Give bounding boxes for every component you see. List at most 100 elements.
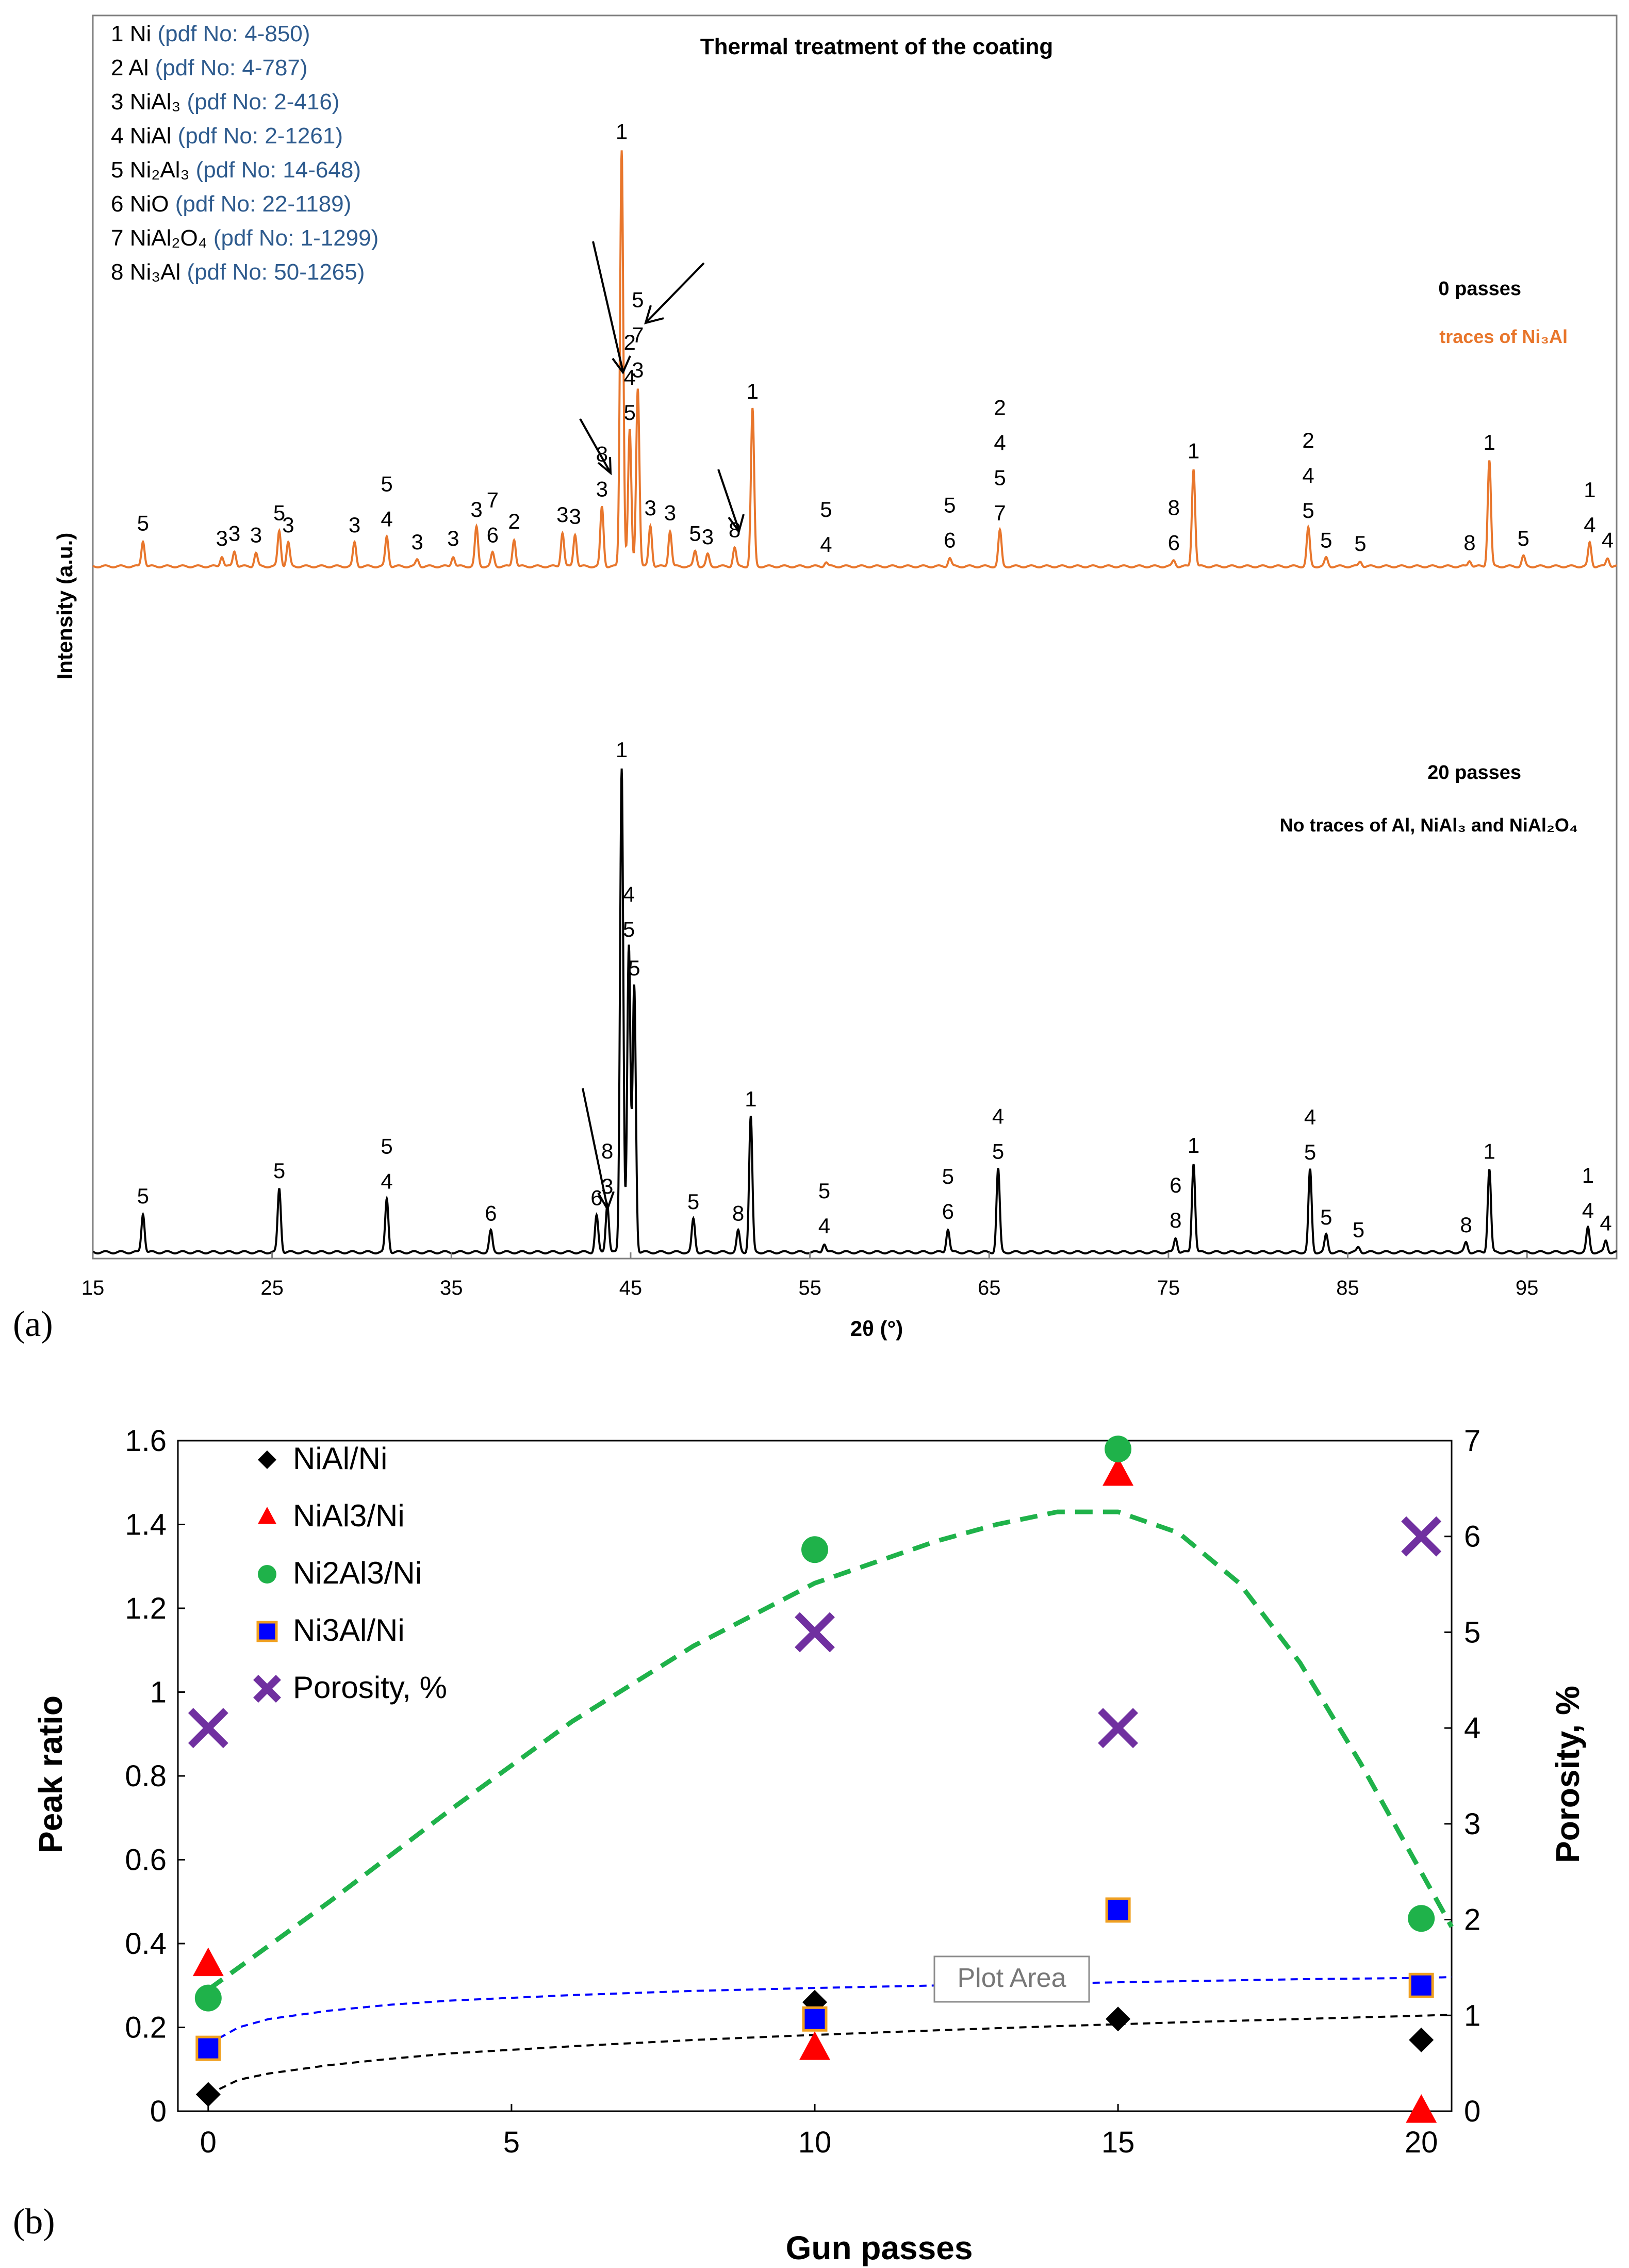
y-tick-label: 0.6 bbox=[125, 1843, 167, 1877]
peak-label-line: 4 bbox=[820, 532, 832, 557]
y2-tick-label: 2 bbox=[1464, 1903, 1480, 1937]
peak-label-line: 5 bbox=[1354, 531, 1366, 556]
x-tick-label: 20 bbox=[1405, 2126, 1438, 2159]
peak-label-line: 3 bbox=[228, 521, 240, 545]
peak-label-line: 3 bbox=[447, 526, 459, 550]
arrow-83-top-head bbox=[597, 456, 612, 476]
peak-label-line: 3 bbox=[556, 502, 568, 527]
data-point-triangle bbox=[1103, 1457, 1134, 1486]
data-point-square bbox=[1105, 1897, 1131, 1923]
peak-label: 3 bbox=[412, 530, 423, 554]
phase-legend: 1 Ni (pdf No: 4-850) 2 Al (pdf No: 4-787)… bbox=[111, 21, 379, 285]
pattern-20-note: No traces of Al, NiAl₃ and NiAl₂O₄ bbox=[1279, 814, 1578, 836]
peak-label-line: 4 bbox=[1582, 1198, 1594, 1222]
x-tick-label: 15 bbox=[1101, 2126, 1135, 2159]
peak-label-line: 5 bbox=[273, 1159, 285, 1183]
peak-label-line: 8 bbox=[1170, 1208, 1181, 1232]
data-point-triangle bbox=[1406, 2094, 1437, 2123]
peak-label: 5 bbox=[1353, 1218, 1364, 1242]
peak-label-line: 5 bbox=[137, 1184, 149, 1208]
peak-label-line: 5 bbox=[994, 466, 1006, 490]
peak-label-line: 6 bbox=[1168, 531, 1180, 555]
peak-label: 3 bbox=[702, 525, 714, 549]
peak-label-line: 6 bbox=[942, 1199, 954, 1223]
x-tick-label: 5 bbox=[503, 2126, 520, 2159]
peak-label: 5 bbox=[273, 1159, 285, 1183]
phase-legend-item: 7 NiAl₂O₄ (pdf No: 1-1299) bbox=[111, 225, 379, 251]
scatter-legend: NiAl/Ni NiAl3/Ni Ni2Al3/Ni Ni3Al/Ni Porosity… bbox=[253, 1441, 447, 1705]
xrd-title: Thermal treatment of the coating bbox=[700, 34, 1054, 59]
peak-label-line: 1 bbox=[745, 1087, 756, 1111]
scatter-legend-label: Ni2Al3/Ni bbox=[293, 1556, 422, 1590]
peak-label-line: 3 bbox=[664, 501, 676, 525]
scatter-y2-axis-title: Porosity, % bbox=[1549, 1686, 1586, 1863]
peak-label: 5 7 3 bbox=[632, 288, 644, 382]
xrd-plot-frame bbox=[92, 14, 1618, 1260]
scatter-legend-item: Ni2Al3/Ni bbox=[258, 1556, 422, 1590]
panel-b-label: (b) bbox=[13, 2202, 55, 2242]
phase-legend-item: 5 Ni₂Al₃ (pdf No: 14-648) bbox=[111, 157, 361, 183]
peak-label-line: 1 bbox=[1484, 1139, 1495, 1163]
peak-label: 1 bbox=[616, 738, 628, 762]
arrow-83-bottom bbox=[582, 1088, 608, 1209]
peak-label-line: 8 bbox=[1168, 496, 1180, 520]
y2-tick-label: 1 bbox=[1464, 1999, 1480, 2032]
tooltip-box bbox=[933, 1955, 1090, 2003]
scatter-legend-label: Porosity, % bbox=[293, 1670, 447, 1705]
data-point-triangle bbox=[799, 2031, 830, 2060]
peak-label-line: 1 bbox=[747, 379, 759, 403]
peak-label-line: 6 bbox=[485, 1201, 497, 1226]
y2-tick-label: 7 bbox=[1464, 1424, 1480, 1458]
scatter-x-axis-title: Gun passes bbox=[786, 2229, 973, 2266]
phase-legend-item: 2 Al (pdf No: 4-787) bbox=[111, 55, 308, 80]
peak-label-line: 5 bbox=[1518, 526, 1529, 550]
peak-label-line: 4 bbox=[1600, 1211, 1611, 1235]
peak-label-line: 4 bbox=[624, 365, 636, 389]
scatter-legend-label: NiAl/Ni bbox=[293, 1441, 387, 1476]
peak-label: 3 bbox=[228, 521, 240, 545]
peak-label-line: 5 bbox=[137, 511, 149, 535]
trendline-2 bbox=[207, 2014, 1452, 2096]
data-point-square bbox=[1408, 1972, 1434, 1998]
xrd-x-tick-label: 55 bbox=[798, 1277, 821, 1299]
peak-label: 45 bbox=[1304, 1105, 1316, 1164]
y-tick-label: 0 bbox=[150, 2095, 167, 2128]
peak-label: 4 bbox=[1600, 1211, 1611, 1235]
peak-label-line: 5 bbox=[628, 956, 640, 980]
y2-tick-label: 3 bbox=[1464, 1807, 1480, 1841]
peak-label-line: 1 bbox=[616, 120, 628, 144]
peak-label-line: 5 bbox=[942, 1164, 954, 1188]
data-point-diamond bbox=[1409, 2027, 1434, 2052]
arrow-8-top-head bbox=[728, 514, 745, 534]
peak-label: 3 bbox=[250, 523, 262, 547]
x-tick-label: 10 bbox=[798, 2126, 832, 2159]
xrd-x-tick-label: 35 bbox=[440, 1277, 463, 1299]
peak-label-line: 8 bbox=[1460, 1213, 1472, 1237]
peak-label-line: 1 bbox=[1484, 430, 1495, 454]
plot-area-tooltip: Plot Area bbox=[933, 1955, 1090, 2003]
scatter-legend-label: NiAl3/Ni bbox=[293, 1498, 405, 1533]
legend-marker-x bbox=[253, 1675, 281, 1703]
peak-label-line: 7 bbox=[994, 501, 1006, 525]
phase-legend-item: 6 NiO (pdf No: 22-1189) bbox=[111, 191, 351, 217]
peak-label-line: 5 bbox=[1320, 1205, 1332, 1229]
y-tick-label: 1.6 bbox=[125, 1424, 167, 1458]
peak-label-line: 3 bbox=[702, 525, 714, 549]
x-tick-label: 0 bbox=[200, 2126, 217, 2159]
trendline-1 bbox=[207, 1976, 1452, 2045]
peak-label-line: 4 bbox=[994, 431, 1006, 455]
phase-legend-item: 8 Ni₃Al (pdf No: 50-1265) bbox=[111, 259, 365, 285]
peak-label-line: 7 bbox=[632, 323, 644, 347]
peak-label-line: 1 bbox=[1188, 1133, 1199, 1157]
peak-label: 5 bbox=[1320, 1205, 1332, 1229]
data-point-x bbox=[795, 1612, 835, 1653]
peak-label-line: 8 bbox=[596, 442, 608, 466]
peak-label: 2 4 5 7 bbox=[994, 396, 1006, 525]
legend-marker-triangle bbox=[258, 1507, 276, 1524]
peak-label: 1 bbox=[1484, 430, 1495, 454]
peak-label: 86 bbox=[1168, 496, 1180, 555]
legend-marker-diamond bbox=[258, 1450, 276, 1469]
pattern-20-label: 20 passes bbox=[1427, 762, 1521, 784]
xrd-x-tick-label: 65 bbox=[978, 1277, 1001, 1299]
peak-label-line: 2 bbox=[1302, 428, 1314, 452]
